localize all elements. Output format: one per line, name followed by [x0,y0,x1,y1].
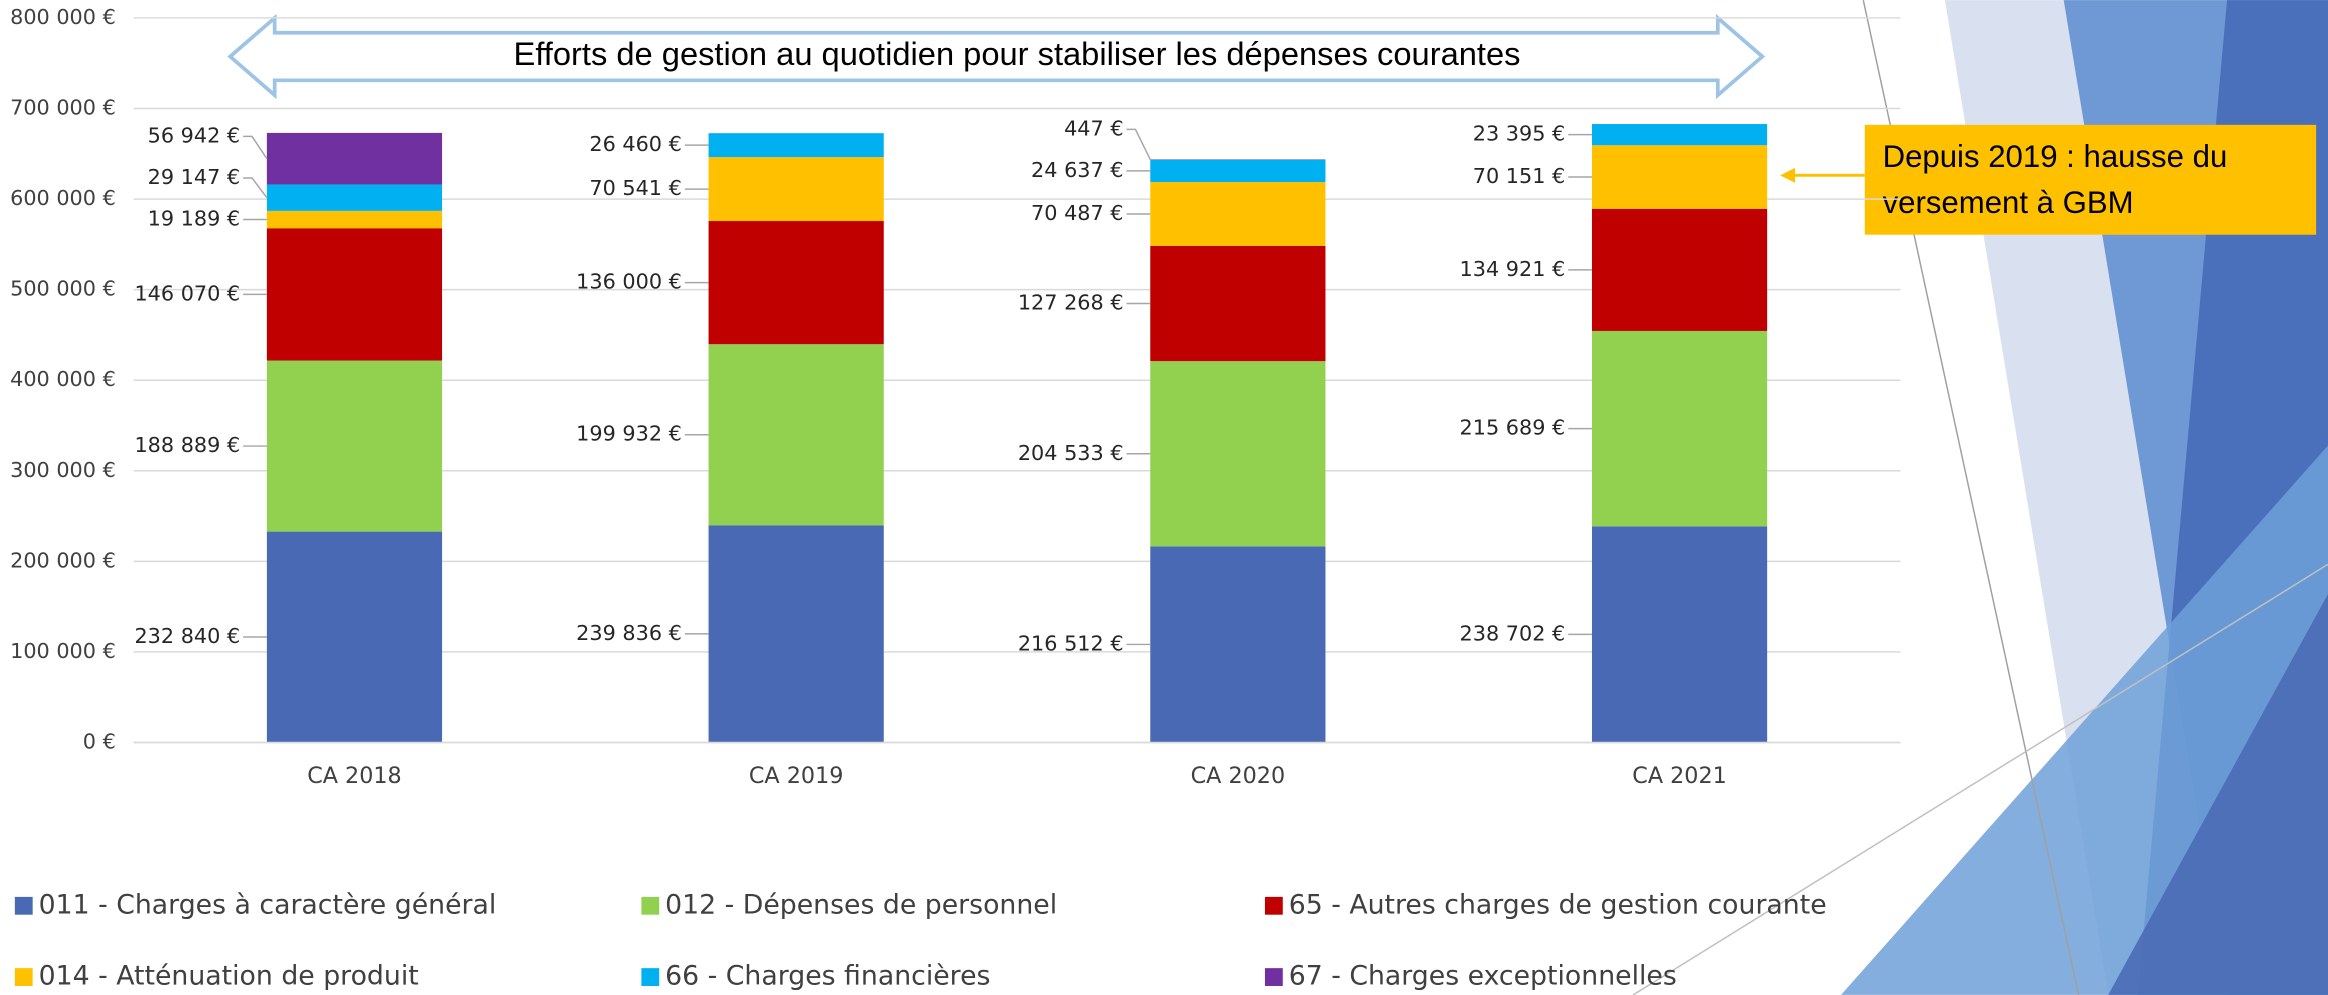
x-tick-label: CA 2021 [1632,763,1727,789]
bar-segment [1150,159,1326,183]
leader-line [1126,128,1151,160]
legend-label: 012 - Dépenses de personnel [665,889,1057,920]
legend-swatch [1264,896,1283,915]
y-tick-label: 600 000 € [10,186,116,210]
value-label: 70 487 € [1031,201,1123,225]
bar-segment [1150,546,1326,743]
bar-segment [708,525,884,743]
background-decoration [1632,0,2328,995]
value-label: 134 921 € [1460,257,1566,281]
bar-segment [266,360,443,532]
leader-line [243,135,268,160]
arrow-text: Efforts de gestion au quotidien pour sta… [514,35,1521,72]
value-label: 238 702 € [1460,621,1566,645]
value-label: 216 512 € [1018,631,1124,655]
bar-segment [708,133,884,158]
y-tick-label: 700 000 € [10,96,116,120]
value-label: 29 147 € [148,165,240,189]
bar-segment [1591,526,1768,743]
bar-segment [1591,208,1768,331]
value-label: 204 533 € [1018,441,1124,465]
bar-segment [1591,124,1768,146]
bar-segment [1150,182,1326,246]
value-label: 146 070 € [134,281,240,305]
value-label: 199 932 € [576,422,682,446]
bar-segment [708,344,884,526]
value-label: 26 460 € [589,132,681,156]
value-label: 447 € [1064,116,1123,140]
bar-segment [1150,245,1326,362]
y-tick-label: 500 000 € [10,277,116,301]
bar-segment [1150,361,1326,547]
bar-segment [708,221,884,345]
x-tick-label: CA 2020 [1191,763,1286,789]
y-tick-label: 300 000 € [10,458,116,482]
legend-swatch [641,896,660,915]
value-label: 239 836 € [576,621,682,645]
value-label: 188 889 € [134,433,240,457]
value-label: 19 189 € [148,207,240,231]
y-tick-label: 400 000 € [10,367,116,391]
x-tick-label: CA 2019 [749,763,844,789]
legend-label: 66 - Charges financières [665,961,990,992]
legend-swatch [641,968,660,986]
value-label: 215 689 € [1460,416,1566,440]
bar-segment [266,531,443,743]
y-tick-label: 200 000 € [10,548,116,572]
bar-segment [708,157,884,222]
leader-line [243,177,268,199]
effort-arrow [227,13,1766,100]
value-label: 56 942 € [148,123,240,147]
legend-label: 014 - Atténuation de produit [39,961,419,992]
x-tick-label: CA 2018 [307,763,402,789]
legend-swatch [14,968,33,986]
bar-segment [266,210,443,229]
bar-segment [266,132,443,185]
callout [1780,124,2317,235]
value-label: 136 000 € [576,270,682,294]
legend-label: 011 - Charges à caractère général [39,889,497,920]
bar-segment [266,228,443,361]
bar-segment [1591,330,1768,527]
legend-swatch [1264,968,1283,986]
value-label: 70 151 € [1473,164,1565,188]
y-tick-label: 100 000 € [10,639,116,663]
y-tick-label: 800 000 € [10,5,116,29]
value-label: 70 541 € [589,176,681,200]
bar-segment [1591,145,1768,209]
value-label: 24 637 € [1031,158,1123,182]
callout-text: Depuis 2019 : hausse du [1883,139,2228,174]
callout-text: versement à GBM [1883,185,2134,220]
value-label: 23 395 € [1473,122,1565,146]
legend-label: 67 - Charges exceptionnelles [1289,961,1677,992]
y-tick-label: 0 € [83,729,116,753]
value-label: 127 268 € [1018,291,1124,315]
bar-segment [266,184,443,211]
legend-label: 65 - Autres charges de gestion courante [1289,889,1827,920]
value-label: 232 840 € [134,624,240,648]
legend-swatch [14,896,33,915]
